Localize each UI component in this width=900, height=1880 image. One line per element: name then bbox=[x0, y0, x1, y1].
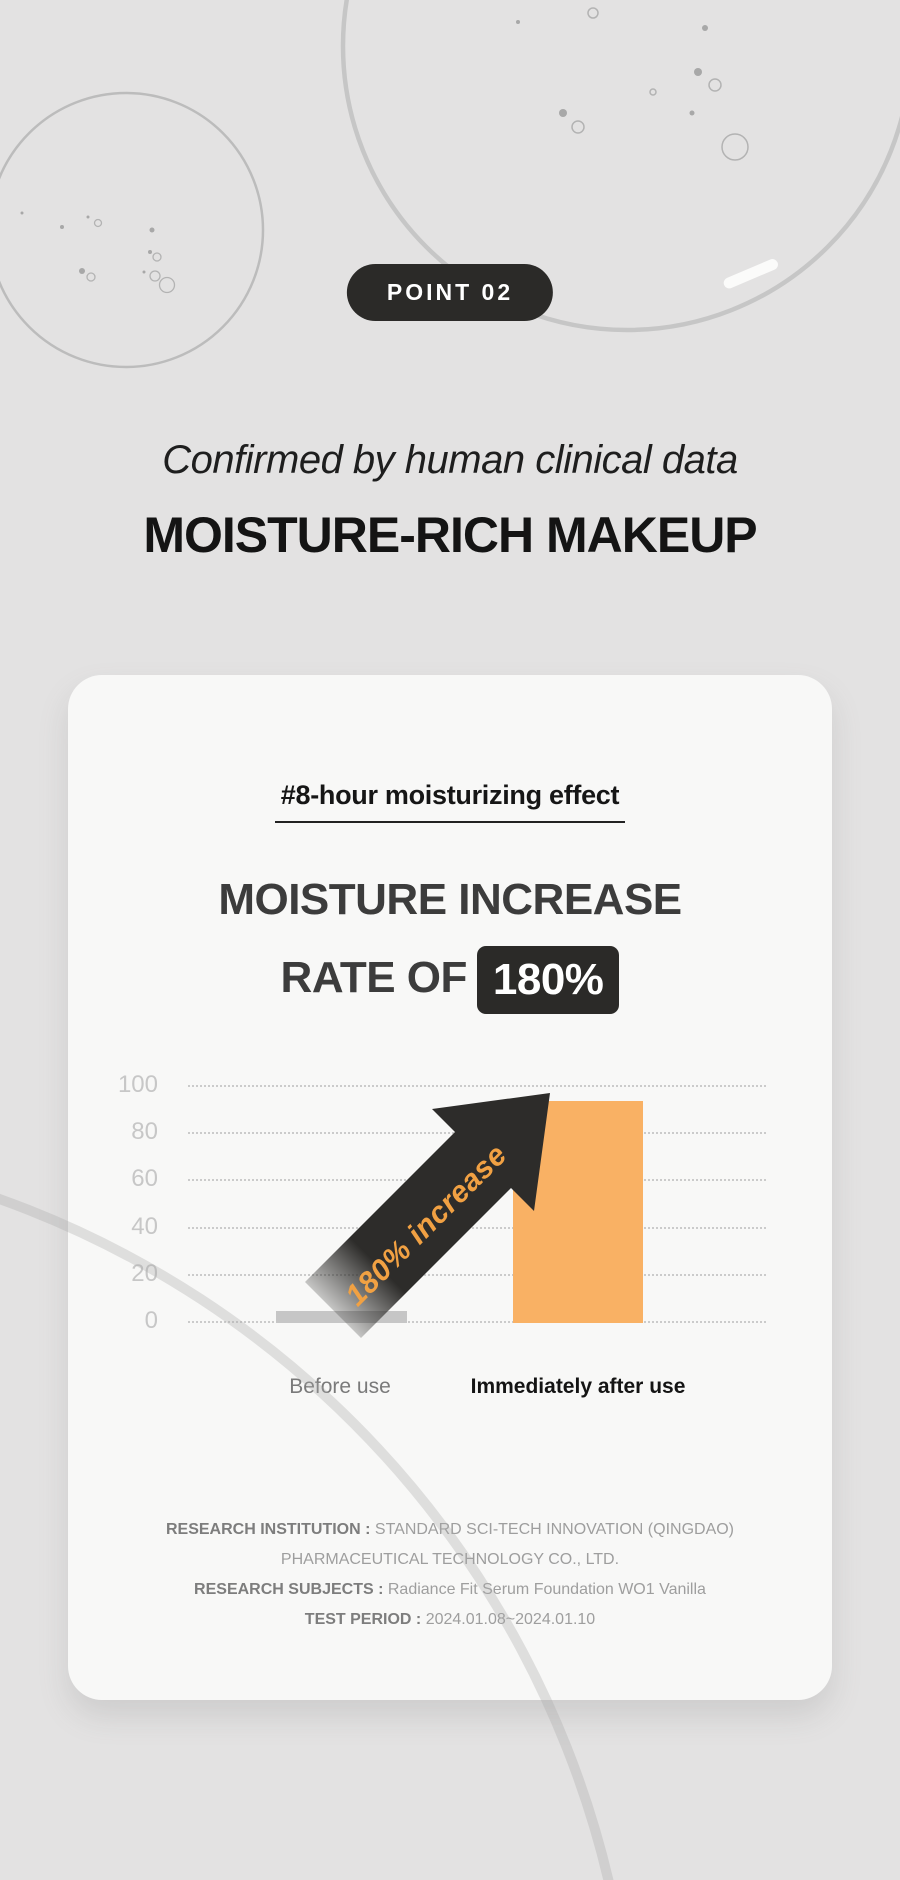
bubble-speckles-left bbox=[20, 211, 155, 274]
header-subtitle: Confirmed by human clinical data bbox=[162, 438, 738, 482]
y-tick: 0 bbox=[144, 1307, 158, 1334]
info-card: #8-hour moisturizing effect MOISTURE INC… bbox=[68, 675, 832, 1700]
headline-line2: RATE OF 180% bbox=[68, 939, 832, 1017]
gridline bbox=[188, 1226, 766, 1229]
headline-line2-prefix: RATE OF bbox=[280, 953, 468, 1002]
bubble-rings-left bbox=[86, 218, 176, 294]
bubble-rings-right bbox=[571, 7, 749, 161]
gridline bbox=[188, 1321, 766, 1323]
bar-chart: 0 20 40 60 80 100 180% increase Before use Im… bbox=[68, 675, 832, 1700]
y-tick: 60 bbox=[131, 1165, 158, 1193]
research-line-period: TEST PERIOD : 2024.01.08~2024.01.10 bbox=[68, 1605, 832, 1635]
headline-line1: MOISTURE INCREASE bbox=[218, 875, 682, 924]
research-period-value: 2024.01.08~2024.01.10 bbox=[425, 1611, 596, 1628]
bubble-speckles-right bbox=[516, 20, 708, 117]
increase-arrow-svg: 180% increase bbox=[305, 1093, 550, 1338]
bubble-circle-top-right-icon bbox=[340, 0, 900, 333]
point-badge-label: POINT 02 bbox=[386, 279, 514, 305]
headline: MOISTURE INCREASE RATE OF 180% bbox=[68, 861, 832, 1017]
point-badge: POINT 02 bbox=[346, 264, 554, 321]
research-subjects-label: RESEARCH SUBJECTS : bbox=[194, 1581, 384, 1598]
gridline bbox=[188, 1273, 766, 1276]
section-tag: #8-hour moisturizing effect bbox=[274, 779, 626, 823]
research-line-institution-2: PHARMACEUTICAL TECHNOLOGY CO., LTD. bbox=[280, 1551, 620, 1568]
section-tag-wrap: #8-hour moisturizing effect bbox=[68, 779, 832, 823]
increase-arrow bbox=[305, 1093, 550, 1338]
research-notes: RESEARCH INSTITUTION : STANDARD SCI-TECH… bbox=[68, 1515, 832, 1635]
x-label-after: Immediately after use bbox=[470, 1375, 686, 1398]
research-subjects-value: Radiance Fit Serum Foundation WO1 Vanill… bbox=[387, 1581, 706, 1598]
y-tick: 40 bbox=[131, 1212, 158, 1240]
x-label-before: Before use bbox=[289, 1375, 391, 1398]
y-tick: 20 bbox=[131, 1259, 158, 1287]
bubble-circle-left-icon bbox=[0, 91, 265, 369]
page-title: MOISTURE-RICH MAKEUP bbox=[143, 507, 757, 563]
research-period-label: TEST PERIOD : bbox=[304, 1611, 422, 1628]
research-line-subjects: RESEARCH SUBJECTS : Radiance Fit Serum F… bbox=[68, 1575, 832, 1605]
y-tick: 80 bbox=[131, 1118, 158, 1146]
research-institution-value: STANDARD SCI-TECH INNOVATION (QINGDAO) bbox=[374, 1521, 735, 1538]
gridline bbox=[188, 1085, 766, 1087]
y-tick: 100 bbox=[117, 1071, 158, 1098]
headline-highlight: 180% bbox=[476, 946, 620, 1015]
research-line-institution: RESEARCH INSTITUTION : STANDARD SCI-TECH… bbox=[68, 1515, 832, 1545]
research-institution-label: RESEARCH INSTITUTION : bbox=[165, 1521, 371, 1538]
